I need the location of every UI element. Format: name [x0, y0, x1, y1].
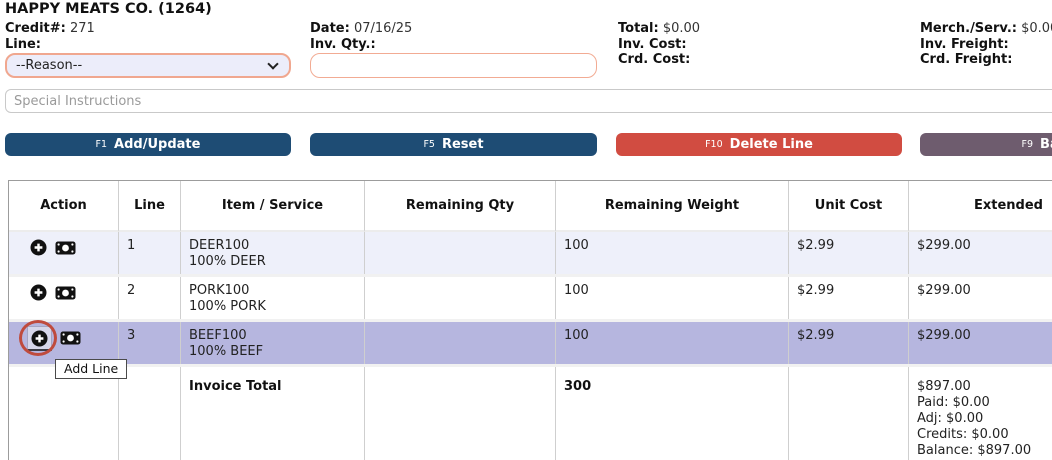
paid-total: Paid: $0.00 [917, 395, 990, 410]
table-header-row: Action Line Item / Service Remaining Qty… [9, 181, 1052, 232]
action-cell-empty [9, 367, 119, 460]
col-header-remaining-weight: Remaining Weight [556, 181, 789, 232]
credit-number-label: Credit#: [5, 21, 66, 36]
credit-number-value: 271 [69, 21, 95, 36]
fkey-label: F9 [1021, 139, 1034, 150]
invoice-total-row: Invoice Total 300 $897.00 Paid: $0.00 Ad… [9, 367, 1052, 460]
inv-qty-input[interactable] [310, 53, 597, 78]
inv-cost-label: Inv. Cost: [618, 36, 687, 52]
line-label: Line: [5, 36, 42, 52]
plus-circle-icon[interactable] [30, 239, 47, 256]
date-value: 07/16/25 [353, 21, 413, 36]
item-desc: 100% BEEF [189, 344, 264, 359]
money-bill-icon[interactable] [60, 331, 81, 345]
money-bill-icon[interactable] [55, 286, 76, 300]
merch-serv-label: Merch./Serv.: [920, 21, 1017, 36]
table-row: 1 DEER100 100% DEER 100 $2.99 $299.00 [9, 232, 1052, 277]
item-desc: 100% PORK [189, 299, 266, 314]
remaining-weight-cell: 100 [556, 232, 789, 274]
remaining-qty-cell [365, 232, 556, 274]
action-cell [9, 322, 119, 364]
action-cell [9, 232, 119, 274]
extended-cell: $299.00 [909, 277, 1052, 319]
item-service-cell: BEEF100 100% BEEF [181, 322, 365, 364]
line-cell-empty [119, 367, 181, 460]
item-code: BEEF100 [189, 328, 247, 343]
line-items-table: Action Line Item / Service Remaining Qty… [8, 180, 1052, 460]
extended-cell: $299.00 [909, 232, 1052, 274]
remaining-qty-total [365, 367, 556, 460]
back-button[interactable]: F9 Back T [920, 133, 1052, 156]
remaining-weight-cell: 100 [556, 322, 789, 364]
item-service-cell: DEER100 100% DEER [181, 232, 365, 274]
invoice-total-label: Invoice Total [181, 367, 365, 460]
inv-qty-label: Inv. Qty.: [310, 36, 376, 52]
col-header-unit-cost: Unit Cost [789, 181, 909, 232]
remaining-qty-cell [365, 322, 556, 364]
date-label: Date: [310, 21, 350, 36]
delete-line-button[interactable]: F10 Delete Line [616, 133, 902, 156]
freight-info-column: Merch./Serv.: $0.00 Inv. Freight: Crd. F… [920, 21, 1052, 68]
total-value: $0.00 [662, 21, 701, 36]
chevron-down-icon [267, 57, 279, 70]
col-header-action: Action [9, 181, 119, 232]
credits-total: Credits: $0.00 [917, 427, 1009, 442]
remaining-weight-cell: 100 [556, 277, 789, 319]
special-instructions-input[interactable] [5, 89, 1052, 113]
date-info-column: Date: 07/16/25 Inv. Qty.: [310, 21, 412, 52]
line-number-cell: 1 [119, 232, 181, 274]
remaining-weight-total: 300 [556, 367, 789, 460]
crd-freight-label: Crd. Freight: [920, 52, 1013, 67]
unit-cost-cell: $2.99 [789, 277, 909, 319]
col-header-line: Line [119, 181, 181, 232]
cost-info-column: Total: $0.00 Inv. Cost: Crd. Cost: [618, 21, 700, 68]
reset-button[interactable]: F5 Reset [310, 133, 597, 156]
inv-freight-label: Inv. Freight: [920, 36, 1009, 52]
reason-select[interactable]: --Reason-- [5, 53, 291, 78]
extended-totals-cell: $897.00 Paid: $0.00 Adj: $0.00 Credits: … [909, 367, 1052, 460]
line-number-cell: 2 [119, 277, 181, 319]
plus-circle-icon[interactable] [30, 284, 47, 301]
money-bill-icon[interactable] [55, 241, 76, 255]
extended-cell: $299.00 [909, 322, 1052, 364]
item-desc: 100% DEER [189, 254, 266, 269]
table-row-highlighted: 3 BEEF100 100% BEEF 100 $2.99 $299.00 [9, 322, 1052, 367]
item-code: DEER100 [189, 238, 250, 253]
item-code: PORK100 [189, 283, 250, 298]
crd-cost-label: Crd. Cost: [618, 52, 691, 67]
item-service-cell: PORK100 100% PORK [181, 277, 365, 319]
line-number-cell: 3 [119, 322, 181, 364]
add-line-tooltip: Add Line [55, 359, 128, 379]
total-label: Total: [618, 21, 659, 36]
adj-total: Adj: $0.00 [917, 411, 984, 426]
remaining-qty-cell [365, 277, 556, 319]
extended-total: $897.00 [917, 379, 971, 394]
page-title: HAPPY MEATS CO. (1264) [5, 1, 212, 17]
credit-info-column: Credit#: 271 Line: [5, 21, 95, 52]
col-header-remaining-qty: Remaining Qty [365, 181, 556, 232]
unit-cost-cell: $2.99 [789, 232, 909, 274]
col-header-item-service: Item / Service [181, 181, 365, 232]
unit-cost-cell: $2.99 [789, 322, 909, 364]
action-cell [9, 277, 119, 319]
merch-serv-value: $0.00 [1021, 21, 1052, 36]
fkey-label: F10 [705, 139, 723, 150]
reason-selected-value: --Reason-- [16, 58, 83, 73]
add-update-button[interactable]: F1 Add/Update [5, 133, 291, 156]
table-row: 2 PORK100 100% PORK 100 $2.99 $299.00 [9, 277, 1052, 322]
fkey-label: F1 [95, 139, 108, 150]
col-header-extended: Extended [909, 181, 1052, 232]
fkey-label: F5 [423, 139, 435, 150]
unit-cost-total [789, 367, 909, 460]
balance-total: Balance: $897.00 [917, 443, 1032, 458]
plus-circle-icon[interactable] [27, 326, 52, 351]
